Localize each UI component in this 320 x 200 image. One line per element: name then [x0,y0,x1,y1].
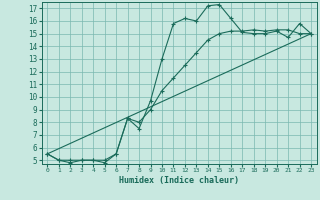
X-axis label: Humidex (Indice chaleur): Humidex (Indice chaleur) [119,176,239,185]
